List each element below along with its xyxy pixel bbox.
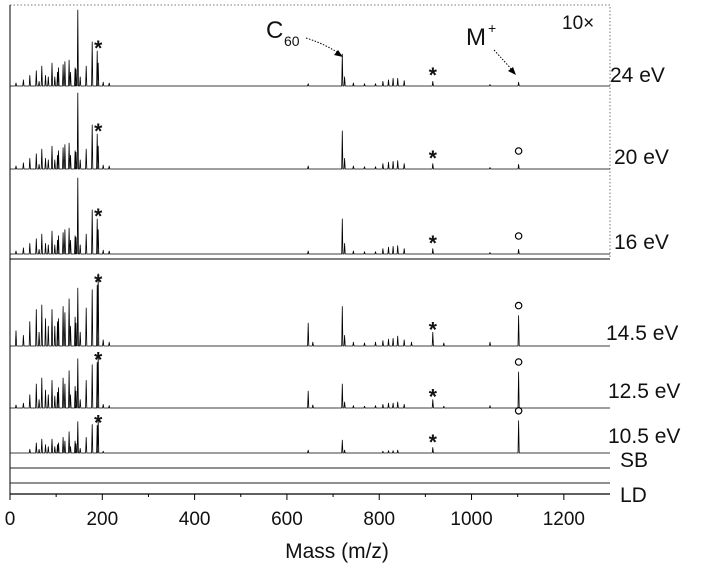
- label-24-ev: 24 eV: [610, 64, 665, 87]
- label-12p5-ev: 12.5 eV: [608, 380, 680, 403]
- trace-14p5-ev: [10, 273, 610, 347]
- star-marker-16-ev-191: *: [94, 205, 103, 228]
- spectrum-10p5-ev: 10.5 eV * *: [10, 406, 680, 454]
- star-marker-12p5-ev-191: *: [94, 348, 103, 371]
- star-marker-14p5-ev-191: *: [94, 271, 103, 294]
- star-marker-24-ev-191: *: [94, 37, 103, 60]
- circle-marker-12p5-ev-1102: [514, 358, 523, 366]
- x-tick-label-200: 200: [86, 509, 118, 530]
- c60-annotation-label: C: [266, 17, 283, 44]
- circle-marker-10p5-ev-1102: [514, 406, 523, 415]
- circle-marker-14p5-ev-1102: [514, 301, 523, 310]
- trace-20-ev: [10, 92, 610, 170]
- label-10p5-ev: 10.5 eV: [608, 425, 680, 448]
- spectrum-ld: LD: [10, 482, 647, 507]
- x-tick-label-1200: 1200: [543, 509, 585, 530]
- star-marker-16-ev-916: *: [429, 232, 438, 255]
- scale-factor-label: 10×: [562, 13, 594, 34]
- mplus-annotation-label: M: [466, 24, 486, 51]
- label-sb: SB: [620, 449, 648, 472]
- x-axis-title: Mass (m/z): [285, 540, 389, 563]
- circle-marker-20-ev-1102: [514, 147, 523, 155]
- spectrum-16-ev: 16 eV * *: [10, 177, 669, 255]
- star-marker-14p5-ev-916: *: [429, 318, 438, 341]
- label-14p5-ev: 14.5 eV: [606, 322, 678, 345]
- trace-12p5-ev: [10, 352, 610, 409]
- star-marker-10p5-ev-191: *: [94, 411, 103, 434]
- spectrum-24-ev: 24 eV * *: [10, 9, 665, 87]
- star-marker-24-ev-916: *: [429, 64, 438, 87]
- label-20-ev: 20 eV: [614, 146, 669, 169]
- c60-annotation-subscript: 60: [284, 33, 300, 49]
- spectrum-20-ev: 20 eV * *: [10, 92, 669, 170]
- x-tick-label-400: 400: [179, 509, 211, 530]
- trace-16-ev: [10, 177, 610, 255]
- x-tick-label-1000: 1000: [450, 509, 492, 530]
- spectrum-12p5-ev: 12.5 eV * *: [10, 348, 680, 409]
- c60-annotation: C 60: [266, 17, 343, 57]
- star-marker-20-ev-191: *: [94, 120, 103, 143]
- label-ld: LD: [620, 484, 647, 507]
- trace-24-ev: [10, 9, 610, 87]
- star-marker-20-ev-916: *: [429, 147, 438, 170]
- circle-marker-16-ev-1102: [514, 232, 523, 240]
- star-marker-12p5-ev-916: *: [429, 386, 438, 409]
- star-marker-10p5-ev-916: *: [429, 431, 438, 454]
- spectrum-14p5-ev: 14.5 eV * *: [10, 271, 678, 347]
- x-tick-label-600: 600: [271, 509, 303, 530]
- mplus-arrow-head: [508, 67, 516, 75]
- spectrum-sb: SB: [10, 449, 648, 472]
- trace-10p5-ev: [10, 419, 610, 454]
- x-axis: 0 200 400 600 800 1000 1200: [5, 494, 585, 530]
- mplus-annotation-superscript: +: [488, 20, 496, 36]
- mplus-annotation-arrow: [493, 49, 514, 72]
- x-tick-label-0: 0: [5, 509, 16, 530]
- mplus-annotation: M +: [466, 20, 516, 75]
- spectra-group: 24 eV**20 eV**16 eV**14.5 eV**12.5 eV**1…: [10, 9, 680, 507]
- label-16-ev: 16 eV: [614, 231, 669, 254]
- c60-annotation-arrow: [305, 37, 341, 55]
- c60-arrow-head: [334, 50, 343, 57]
- x-tick-label-800: 800: [363, 509, 395, 530]
